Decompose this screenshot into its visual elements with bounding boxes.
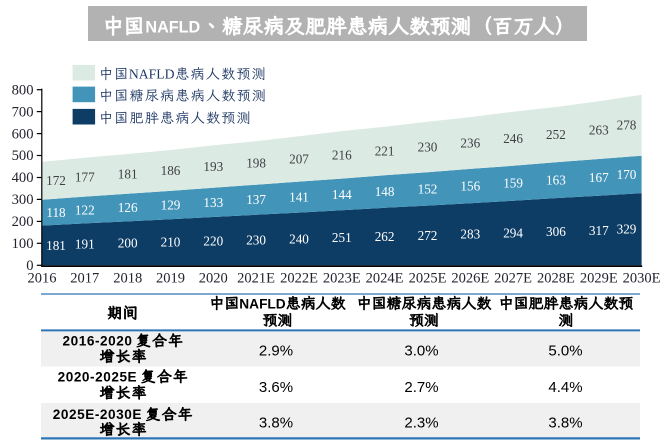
svg-text:2024E: 2024E [366,270,404,286]
svg-text:236: 236 [460,135,480,150]
svg-text:3.6%: 3.6% [259,379,293,396]
svg-text:186: 186 [161,163,181,178]
svg-text:NAFLD: NAFLD [129,67,175,82]
svg-text:181: 181 [46,238,66,253]
svg-text:2017: 2017 [70,270,99,286]
svg-text:200: 200 [118,236,138,251]
svg-text:240: 240 [289,231,309,246]
svg-text:167: 167 [589,170,609,185]
svg-text:400: 400 [12,170,34,186]
svg-text:2025E: 2025E [409,270,447,286]
svg-text:156: 156 [460,178,480,193]
svg-text:137: 137 [246,192,266,207]
svg-text:0: 0 [26,258,33,274]
svg-text:230: 230 [246,233,266,248]
svg-text:306: 306 [546,224,566,239]
svg-text:2027E: 2027E [494,270,532,286]
svg-text:2.3%: 2.3% [404,414,438,431]
svg-text:272: 272 [418,228,438,243]
svg-text:3.0%: 3.0% [404,343,438,360]
svg-text:2019: 2019 [156,270,185,286]
svg-text:2026E: 2026E [451,270,489,286]
svg-text:2016: 2016 [28,270,57,286]
svg-text:2020-2025E: 2020-2025E [58,369,138,384]
svg-text:152: 152 [418,181,438,196]
svg-text:122: 122 [75,202,95,217]
svg-text:700: 700 [12,104,34,120]
svg-text:2.7%: 2.7% [404,379,438,396]
svg-text:252: 252 [546,127,566,142]
svg-text:2030E: 2030E [623,270,661,286]
svg-text:200: 200 [12,214,34,230]
svg-text:5.0%: 5.0% [548,343,582,360]
svg-text:230: 230 [418,139,438,154]
svg-text:278: 278 [617,118,637,133]
svg-text:141: 141 [289,190,309,205]
svg-text:500: 500 [12,148,34,164]
svg-text:129: 129 [161,197,181,212]
svg-text:2028E: 2028E [537,270,575,286]
svg-text:133: 133 [203,195,223,210]
svg-text:263: 263 [589,123,609,138]
svg-text:144: 144 [332,187,352,202]
svg-text:221: 221 [375,143,395,158]
svg-text:207: 207 [289,151,309,166]
svg-text:246: 246 [503,131,523,146]
svg-text:317: 317 [589,223,609,238]
svg-text:159: 159 [503,176,523,191]
svg-text:3.8%: 3.8% [259,414,293,431]
svg-text:216: 216 [332,147,352,162]
svg-text:NAFLD: NAFLD [145,19,200,37]
svg-text:2016-2020: 2016-2020 [63,333,133,348]
svg-text:600: 600 [12,126,34,142]
svg-text:2021E: 2021E [237,270,275,286]
svg-text:283: 283 [460,227,480,242]
svg-text:2025E-2030E: 2025E-2030E [53,407,142,422]
svg-text:210: 210 [161,235,181,250]
svg-text:251: 251 [332,230,352,245]
svg-text:329: 329 [617,222,637,237]
svg-text:2029E: 2029E [580,270,618,286]
svg-text:170: 170 [617,167,637,182]
svg-text:2023E: 2023E [323,270,361,286]
svg-text:2018: 2018 [113,270,142,286]
svg-text:4.4%: 4.4% [548,379,582,396]
svg-text:3.8%: 3.8% [548,414,582,431]
svg-text:181: 181 [118,166,138,181]
svg-text:118: 118 [46,205,66,220]
svg-text:NAFLD: NAFLD [239,296,285,311]
svg-text:2022E: 2022E [280,270,318,286]
svg-text:126: 126 [118,200,138,215]
svg-text:294: 294 [503,225,523,240]
svg-text:262: 262 [375,229,395,244]
svg-text:800: 800 [12,82,34,98]
svg-text:191: 191 [75,237,95,252]
svg-text:2.9%: 2.9% [259,343,293,360]
svg-text:163: 163 [546,173,566,188]
svg-text:300: 300 [12,192,34,208]
svg-text:100: 100 [12,236,34,252]
svg-text:193: 193 [203,159,223,174]
svg-text:198: 198 [246,155,266,170]
svg-text:220: 220 [203,234,223,249]
svg-text:172: 172 [46,173,66,188]
svg-text:177: 177 [75,170,95,185]
svg-text:2020: 2020 [199,270,228,286]
svg-text:148: 148 [375,184,395,199]
